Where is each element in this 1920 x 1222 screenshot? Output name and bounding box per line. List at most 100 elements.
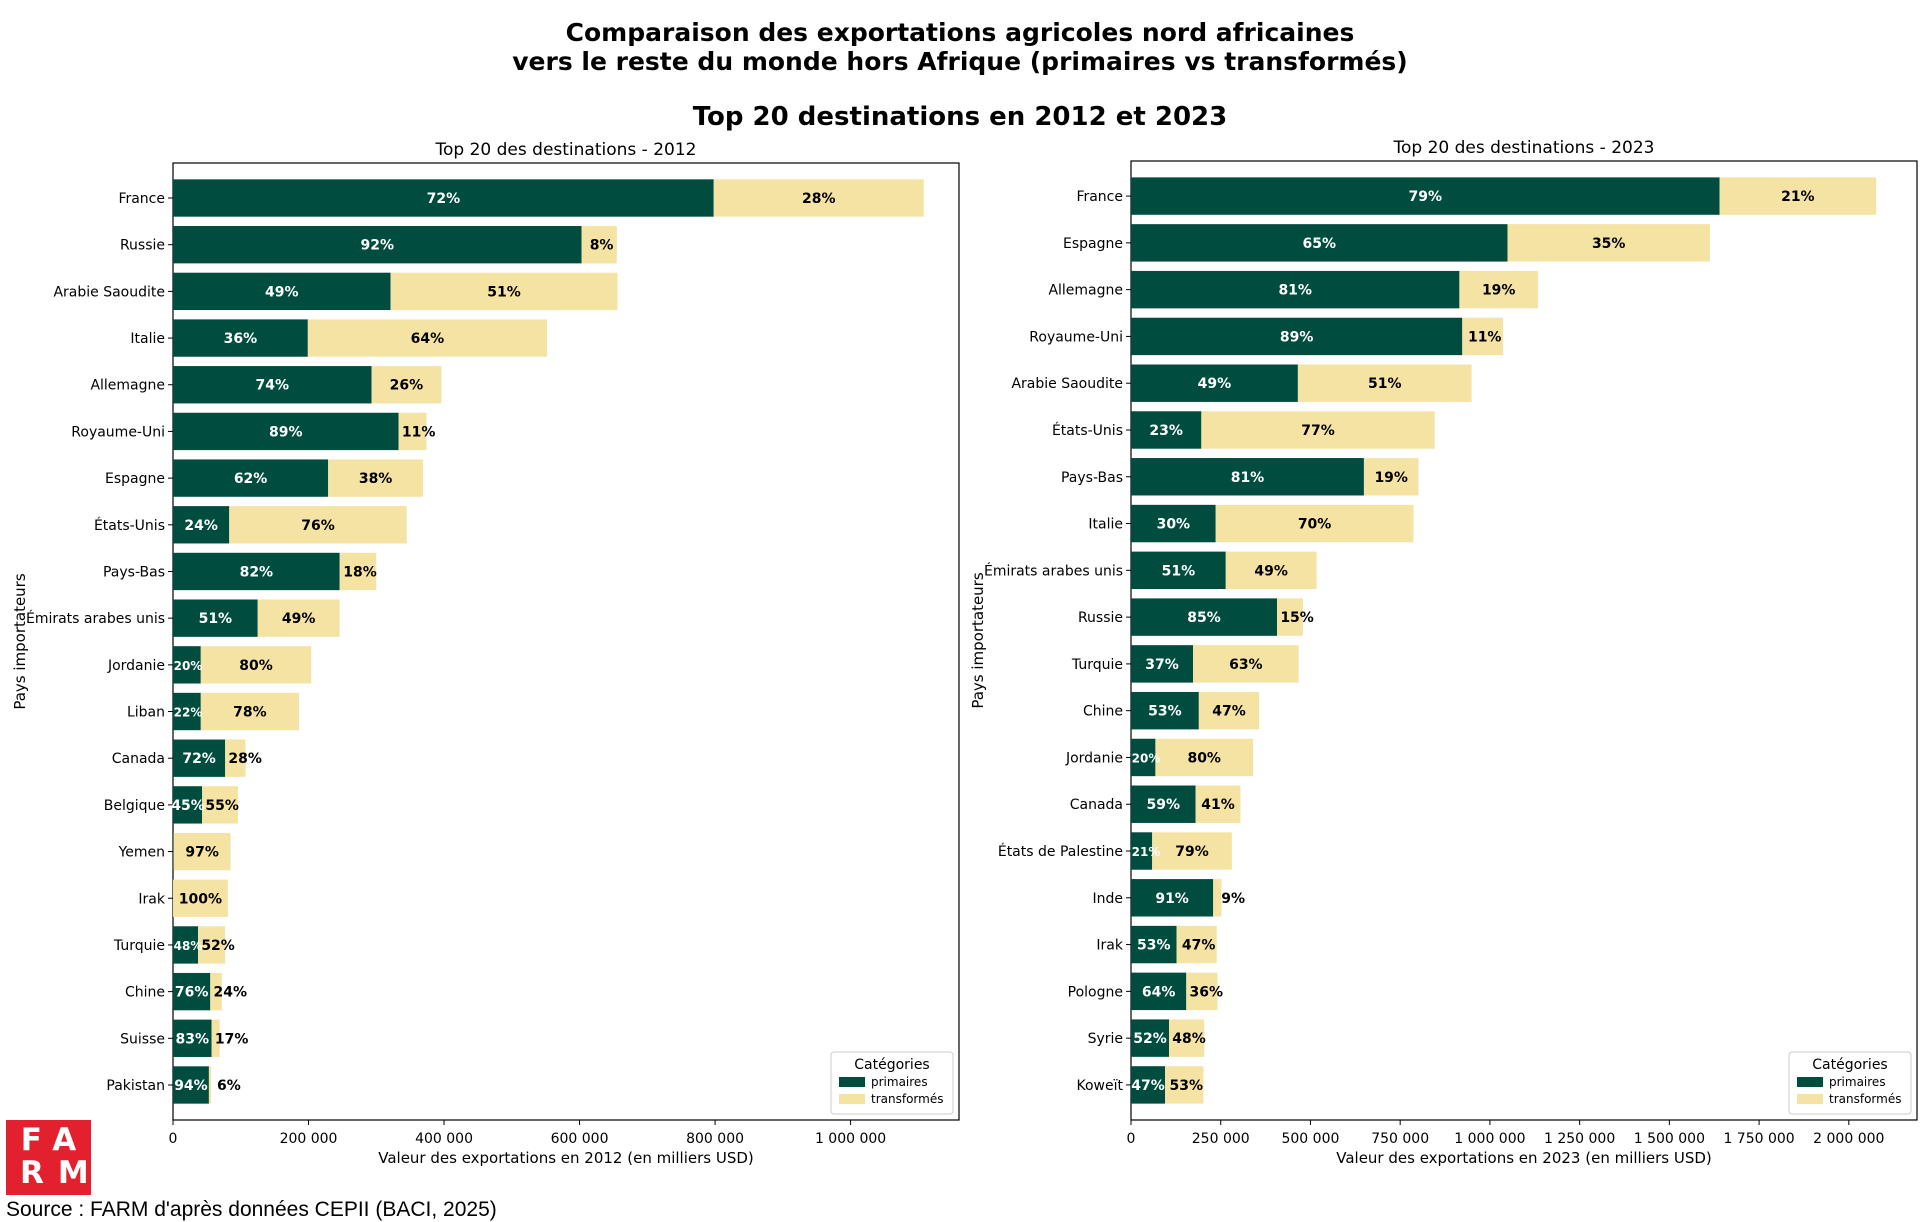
bar-transformes (1297, 364, 1472, 402)
bar-transformes (390, 272, 618, 311)
data-label-transformes: 26% (390, 378, 424, 394)
data-label-transformes: 9% (1221, 891, 1245, 907)
y-tick-label: Canada (1070, 797, 1123, 813)
data-label-transformes: 15% (1280, 610, 1314, 626)
data-label-primaires: 53% (1137, 938, 1171, 954)
data-label-primaires: 62% (234, 471, 268, 487)
bar-primaires (173, 599, 258, 637)
legend-swatch-primaires (839, 1077, 865, 1087)
y-tick-label: Koweït (1077, 1078, 1124, 1094)
bar-transformes (371, 366, 442, 404)
data-label-transformes: 80% (239, 658, 273, 674)
bar-primaires (173, 646, 201, 684)
bar-primaires (1131, 598, 1278, 636)
y-tick-label: France (118, 191, 165, 207)
data-label-transformes: 21% (1781, 189, 1815, 205)
data-label-transformes: 18% (343, 564, 377, 580)
farm-logo: FA RM (6, 1120, 91, 1195)
bar-primaires (1131, 832, 1153, 870)
bar-primaires (1131, 551, 1226, 590)
y-tick-label: Russie (1078, 610, 1123, 626)
logo-line1: FA (20, 1122, 91, 1158)
data-label-primaires: 85% (1187, 610, 1221, 626)
y-tick-label: France (1076, 189, 1123, 205)
bar-transformes (225, 739, 246, 777)
bar-primaires (173, 1019, 212, 1057)
bar-transformes (173, 832, 231, 871)
bar-transformes (307, 319, 548, 357)
logo-line2: RM (20, 1155, 103, 1191)
bar-primaires (173, 506, 230, 544)
x-tick-label: 0 (169, 1131, 178, 1147)
plot-frame (1130, 160, 1918, 1121)
x-axis-label: Valeur des exportations en 2012 (en mill… (378, 1149, 754, 1167)
bar-transformes (1719, 177, 1877, 215)
data-label-transformes: 17% (215, 1031, 249, 1047)
data-label-transformes: 11% (1468, 329, 1502, 345)
data-label-primaires: 65% (1302, 236, 1336, 252)
y-tick-label: Belgique (104, 798, 165, 814)
main-subtitle: Top 20 destinations en 2012 et 2023 (692, 102, 1228, 132)
y-tick-label: Pakistan (106, 1078, 165, 1094)
bar-transformes (339, 552, 377, 591)
bar-transformes (1195, 785, 1241, 823)
x-tick-label: 800 000 (686, 1131, 744, 1147)
y-tick-label: Canada (112, 751, 165, 767)
y-tick-label: Jordanie (1065, 750, 1123, 766)
data-label-transformes: 35% (1592, 236, 1626, 252)
data-label-primaires: 49% (265, 284, 299, 300)
bar-transformes (1462, 317, 1504, 356)
y-tick-label: Irak (1096, 938, 1123, 954)
data-label-transformes: 49% (1254, 563, 1288, 579)
bar-transformes (581, 226, 617, 264)
bar-transformes (229, 506, 407, 544)
data-label-transformes: 64% (411, 331, 445, 347)
data-label-primaires: 45% (171, 798, 205, 814)
x-tick-label: 1 000 000 (815, 1131, 886, 1147)
bar-primaires (173, 832, 174, 871)
x-tick-label: 250 000 (1192, 1131, 1250, 1147)
data-label-primaires: 81% (1278, 283, 1312, 299)
bar-transformes (1176, 925, 1217, 964)
bar-transformes (1165, 1066, 1204, 1104)
data-label-transformes: 51% (487, 284, 521, 300)
data-label-transformes: 53% (1170, 1078, 1204, 1094)
bar-primaires (173, 226, 582, 264)
bar-primaires (1131, 645, 1194, 683)
data-label-transformes: 38% (359, 471, 393, 487)
bar-primaires (1131, 458, 1364, 496)
data-label-primaires: 20% (174, 659, 203, 673)
x-tick-label: 1 000 000 (1454, 1131, 1525, 1147)
data-label-primaires: 76% (175, 985, 209, 1001)
y-tick-label: Pologne (1068, 984, 1123, 1000)
bar-primaires (173, 272, 391, 311)
y-tick-label: Russie (120, 238, 165, 254)
data-label-transformes: 19% (1482, 283, 1516, 299)
data-label-transformes: 76% (301, 518, 335, 534)
y-tick-label: Turquie (113, 938, 165, 954)
data-label-primaires: 51% (199, 611, 233, 627)
y-tick-label: Émirats arabes unis (984, 562, 1123, 579)
x-tick-label: 200 000 (280, 1131, 338, 1147)
data-label-primaires: 49% (1198, 376, 1232, 392)
data-label-transformes: 8% (590, 238, 614, 254)
data-label-transformes: 77% (1301, 423, 1335, 439)
data-label-transformes: 6% (217, 1078, 241, 1094)
y-tick-label: Italie (130, 331, 165, 347)
x-tick-label: 750 000 (1371, 1131, 1429, 1147)
legend-title: Catégories (1812, 1057, 1887, 1073)
data-label-primaires: 79% (1409, 189, 1443, 205)
legend-label-transformes: transformés (1829, 1092, 1901, 1106)
bar-primaires (173, 459, 329, 497)
bar-transformes (200, 692, 300, 731)
data-label-primaires: 72% (182, 751, 216, 767)
y-tick-label: Italie (1088, 517, 1123, 533)
legend-swatch-transformes (839, 1094, 865, 1104)
bar-primaires (1131, 224, 1508, 262)
y-tick-label: Pays-Bas (103, 564, 165, 580)
data-label-transformes: 19% (1374, 470, 1408, 486)
y-tick-label: États-Unis (94, 517, 165, 534)
bar-primaires (173, 319, 308, 357)
bar-transformes (1193, 645, 1299, 683)
legend-label-primaires: primaires (871, 1075, 928, 1089)
